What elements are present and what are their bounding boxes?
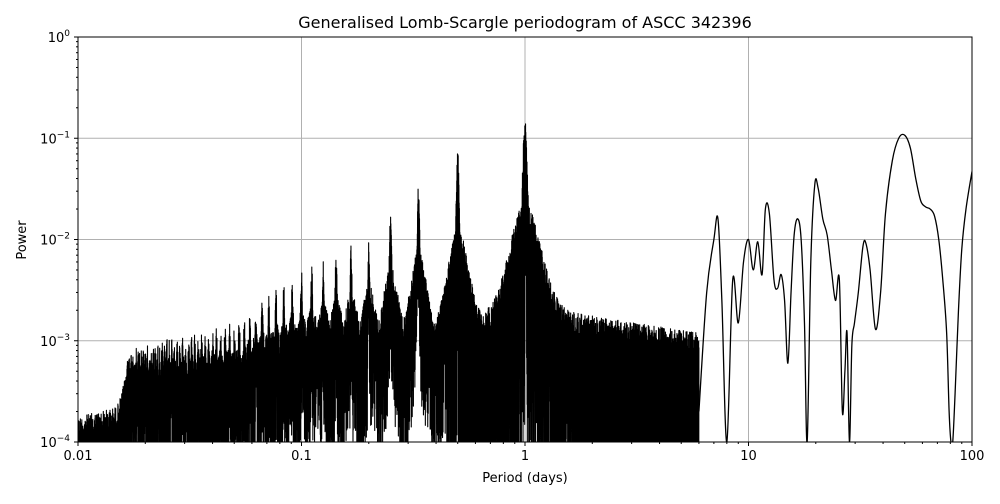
x-tick-label: 10	[740, 449, 757, 464]
x-axis-ticks: 0.01 0.1 1 10 100	[64, 442, 985, 464]
y-axis-ticks: 100 10−1 10−2 10−3 10−4	[40, 29, 78, 451]
y-tick-label: 100	[48, 29, 71, 46]
x-tick-label: 0.01	[64, 449, 93, 464]
y-axis-label: Power	[15, 220, 30, 260]
long-period-curve	[698, 133, 972, 442]
x-axis-label: Period (days)	[482, 471, 568, 486]
plot-area	[78, 123, 972, 442]
x-tick-label: 100	[960, 449, 985, 464]
y-tick-label: 10−2	[40, 232, 70, 249]
y-tick-label: 10−4	[40, 434, 70, 451]
y-tick-label: 10−1	[40, 130, 70, 147]
x-tick-label: 1	[521, 449, 529, 464]
x-tick-label: 0.1	[291, 449, 312, 464]
chart-title: Generalised Lomb-Scargle periodogram of …	[298, 13, 752, 32]
y-tick-label: 10−3	[40, 333, 70, 350]
power-series-line	[78, 123, 700, 442]
